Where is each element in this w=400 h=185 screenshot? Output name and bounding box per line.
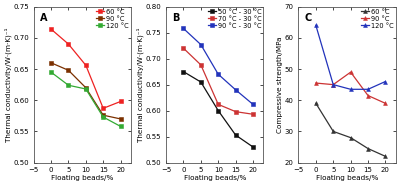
Legend: 60 °C, 90 °C, 120 °C: 60 °C, 90 °C, 120 °C	[96, 8, 130, 29]
50 °C - 30 °C	[250, 146, 255, 148]
90 °C	[49, 62, 54, 64]
60 °C	[331, 130, 336, 132]
90 °C	[66, 69, 71, 71]
60 °C	[383, 155, 388, 157]
60 °C	[49, 28, 54, 30]
70 °C - 30 °C	[216, 103, 221, 105]
Y-axis label: Thermal conductivity/W·(m·K)⁻¹: Thermal conductivity/W·(m·K)⁻¹	[4, 27, 12, 142]
50 °C - 30 °C	[216, 110, 221, 112]
50 °C - 30 °C	[181, 70, 186, 73]
70 °C - 30 °C	[250, 113, 255, 115]
Line: 120 °C: 120 °C	[49, 70, 122, 128]
90 °C	[366, 94, 370, 97]
90 °C	[314, 82, 318, 84]
90 °C	[331, 83, 336, 86]
70 °C - 30 °C	[233, 111, 238, 113]
Y-axis label: Thermal conductivity/W·(m·K)⁻¹: Thermal conductivity/W·(m·K)⁻¹	[136, 27, 144, 142]
90 °C - 30 °C	[216, 73, 221, 75]
Line: 70 °C - 30 °C: 70 °C - 30 °C	[182, 46, 255, 116]
Line: 90 °C: 90 °C	[49, 61, 122, 121]
60 °C	[84, 64, 88, 66]
Line: 90 °C - 30 °C: 90 °C - 30 °C	[182, 27, 255, 106]
120 °C	[118, 125, 123, 127]
70 °C - 30 °C	[198, 64, 203, 66]
50 °C - 30 °C	[233, 134, 238, 136]
120 °C	[66, 84, 71, 86]
Legend: 60 °C, 90 °C, 120 °C: 60 °C, 90 °C, 120 °C	[360, 8, 394, 29]
90 °C	[101, 114, 106, 116]
90 °C	[348, 71, 353, 73]
120 °C	[314, 24, 318, 26]
60 °C	[101, 107, 106, 110]
Line: 90 °C: 90 °C	[314, 70, 387, 105]
70 °C - 30 °C	[181, 47, 186, 49]
60 °C	[366, 147, 370, 150]
120 °C	[348, 88, 353, 90]
120 °C	[383, 80, 388, 83]
Line: 60 °C: 60 °C	[49, 27, 122, 110]
X-axis label: Floating beads/%: Floating beads/%	[51, 175, 114, 181]
Legend: 50 °C - 30 °C, 70 °C - 30 °C, 90 °C - 30 °C: 50 °C - 30 °C, 70 °C - 30 °C, 90 °C - 30…	[207, 8, 262, 29]
X-axis label: Floating beads/%: Floating beads/%	[316, 175, 378, 181]
Text: B: B	[172, 13, 179, 23]
X-axis label: Floating beads/%: Floating beads/%	[184, 175, 246, 181]
60 °C	[314, 102, 318, 105]
60 °C	[66, 43, 71, 45]
90 °C - 30 °C	[233, 89, 238, 91]
120 °C	[331, 83, 336, 86]
Line: 120 °C: 120 °C	[314, 23, 387, 91]
120 °C	[101, 116, 106, 118]
120 °C	[49, 71, 54, 73]
90 °C	[84, 87, 88, 89]
90 °C - 30 °C	[198, 43, 203, 46]
90 °C	[118, 118, 123, 120]
90 °C - 30 °C	[250, 103, 255, 105]
Y-axis label: Compressive strength/MPa: Compressive strength/MPa	[277, 36, 283, 133]
120 °C	[366, 88, 370, 90]
60 °C	[118, 100, 123, 102]
120 °C	[84, 88, 88, 90]
Text: A: A	[40, 13, 47, 23]
50 °C - 30 °C	[198, 81, 203, 83]
Line: 60 °C: 60 °C	[314, 101, 387, 158]
Line: 50 °C - 30 °C: 50 °C - 30 °C	[182, 70, 255, 149]
90 °C - 30 °C	[181, 27, 186, 30]
90 °C	[383, 102, 388, 105]
Text: C: C	[304, 13, 312, 23]
60 °C	[348, 137, 353, 139]
